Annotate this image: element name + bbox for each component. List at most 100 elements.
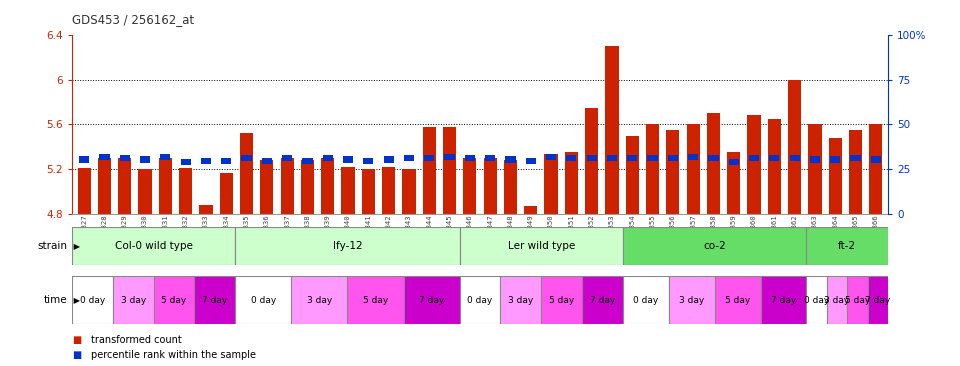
Bar xyxy=(323,155,333,161)
Bar xyxy=(627,155,637,161)
Bar xyxy=(403,276,460,324)
Bar xyxy=(465,155,475,161)
Bar xyxy=(180,158,191,165)
Bar xyxy=(564,153,578,214)
Bar xyxy=(402,169,416,214)
Text: 7 day: 7 day xyxy=(419,296,444,305)
Bar xyxy=(113,276,154,324)
Bar xyxy=(688,154,698,160)
Text: 0 day: 0 day xyxy=(634,296,659,305)
Bar xyxy=(768,119,780,214)
Bar xyxy=(582,276,623,324)
Bar xyxy=(464,158,476,214)
Bar xyxy=(505,156,516,163)
Bar xyxy=(98,158,111,214)
Bar xyxy=(242,155,252,161)
Text: ft-2: ft-2 xyxy=(838,241,856,251)
Bar xyxy=(444,154,455,160)
Bar xyxy=(100,154,109,160)
Bar xyxy=(220,173,233,214)
Bar xyxy=(180,168,192,214)
Text: 5 day: 5 day xyxy=(845,296,870,305)
Bar xyxy=(404,155,414,161)
Bar xyxy=(760,276,806,324)
Text: ■: ■ xyxy=(72,335,82,346)
Bar xyxy=(566,155,576,161)
Bar xyxy=(544,154,558,214)
Bar xyxy=(647,155,658,161)
Bar xyxy=(140,156,150,163)
Bar xyxy=(302,157,313,164)
Bar xyxy=(282,155,292,161)
Bar xyxy=(363,157,373,164)
Text: 0 day: 0 day xyxy=(251,296,276,305)
Bar xyxy=(240,134,253,214)
Bar xyxy=(362,169,375,214)
Bar xyxy=(848,276,868,324)
Bar xyxy=(485,155,495,161)
Bar xyxy=(200,205,212,214)
Bar xyxy=(606,46,618,214)
Bar xyxy=(623,276,669,324)
Bar xyxy=(749,155,759,161)
Bar xyxy=(788,80,802,214)
Text: co-2: co-2 xyxy=(704,241,726,251)
Text: Col-0 wild type: Col-0 wild type xyxy=(114,241,193,251)
Text: 5 day: 5 day xyxy=(363,296,388,305)
Bar xyxy=(869,124,882,214)
FancyBboxPatch shape xyxy=(72,276,888,324)
Bar xyxy=(585,108,598,214)
Text: ▶: ▶ xyxy=(71,242,81,251)
Text: 0 day: 0 day xyxy=(468,296,492,305)
Bar xyxy=(587,155,597,161)
Bar xyxy=(686,124,700,214)
Text: ▶: ▶ xyxy=(71,296,81,305)
Bar xyxy=(160,154,171,160)
Text: 3 day: 3 day xyxy=(825,296,850,305)
Text: 7 day: 7 day xyxy=(203,296,228,305)
Bar xyxy=(769,155,780,161)
Bar xyxy=(827,276,848,324)
Text: ■: ■ xyxy=(72,350,82,360)
Text: 7 day: 7 day xyxy=(865,296,891,305)
Bar xyxy=(607,155,617,161)
Bar xyxy=(868,276,888,324)
Text: percentile rank within the sample: percentile rank within the sample xyxy=(91,350,256,360)
Bar xyxy=(729,158,739,165)
Bar xyxy=(666,130,680,214)
Bar xyxy=(291,276,348,324)
Bar xyxy=(830,156,840,163)
Bar xyxy=(810,156,820,163)
Bar xyxy=(422,127,436,214)
Bar xyxy=(626,136,638,214)
Bar xyxy=(808,124,822,214)
Text: 3 day: 3 day xyxy=(121,296,146,305)
Bar xyxy=(646,124,660,214)
Text: 7 day: 7 day xyxy=(771,296,796,305)
Bar xyxy=(623,227,806,265)
Bar xyxy=(828,138,842,214)
Bar xyxy=(806,227,888,265)
Text: Ler wild type: Ler wild type xyxy=(508,241,575,251)
Bar xyxy=(668,155,678,161)
Bar xyxy=(504,160,517,214)
Bar xyxy=(300,160,314,214)
Bar xyxy=(871,156,881,163)
Bar xyxy=(72,276,113,324)
Bar xyxy=(72,227,235,265)
Bar xyxy=(851,155,860,161)
Bar xyxy=(789,155,800,161)
Bar xyxy=(849,130,862,214)
Bar xyxy=(546,154,556,160)
Bar xyxy=(221,157,231,164)
Bar xyxy=(138,169,152,214)
Text: lfy-12: lfy-12 xyxy=(332,241,362,251)
Bar xyxy=(714,276,760,324)
Bar xyxy=(484,158,496,214)
Bar xyxy=(120,155,130,161)
Bar xyxy=(541,276,582,324)
Bar xyxy=(343,156,353,163)
Bar xyxy=(154,276,195,324)
Bar xyxy=(443,127,456,214)
Text: 5 day: 5 day xyxy=(725,296,750,305)
